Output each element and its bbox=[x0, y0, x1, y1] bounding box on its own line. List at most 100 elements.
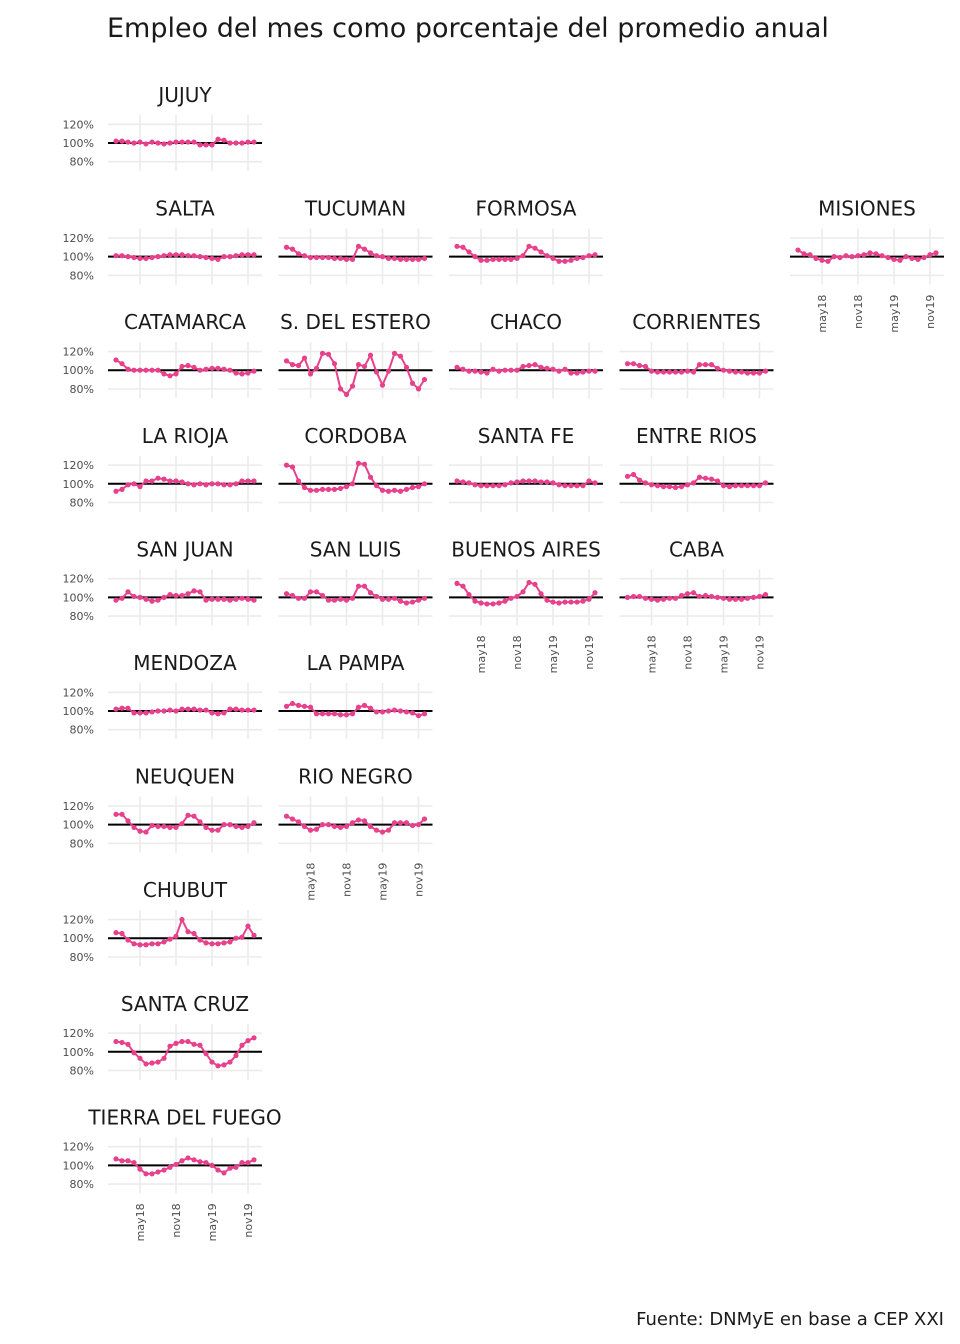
data-point bbox=[690, 369, 697, 375]
data-point bbox=[397, 353, 404, 359]
panel-title: CORDOBA bbox=[304, 424, 406, 448]
y-tick-label: 80% bbox=[70, 837, 94, 850]
data-point bbox=[149, 478, 155, 484]
data-point bbox=[295, 478, 302, 484]
data-point bbox=[586, 478, 592, 484]
data-point bbox=[295, 702, 302, 709]
data-point bbox=[113, 811, 119, 817]
data-point bbox=[379, 596, 386, 602]
data-point bbox=[927, 252, 933, 258]
data-point bbox=[684, 368, 691, 374]
data-point bbox=[403, 820, 410, 826]
data-point bbox=[478, 600, 484, 606]
data-point bbox=[526, 243, 532, 249]
data-point bbox=[421, 255, 428, 262]
x-tick-label: may18 bbox=[816, 295, 829, 333]
data-point bbox=[137, 139, 143, 145]
data-point bbox=[744, 370, 751, 376]
y-tick-label: 120% bbox=[63, 118, 94, 131]
data-point bbox=[119, 1039, 125, 1046]
data-point bbox=[295, 595, 302, 601]
data-point bbox=[307, 589, 314, 595]
data-point bbox=[367, 250, 374, 256]
data-point bbox=[331, 255, 338, 262]
y-tick-label: 80% bbox=[70, 1064, 94, 1077]
data-point bbox=[221, 1170, 227, 1176]
data-point bbox=[221, 710, 227, 716]
data-point bbox=[161, 371, 167, 377]
data-point bbox=[903, 254, 909, 260]
data-point bbox=[295, 251, 302, 257]
data-point bbox=[642, 480, 649, 486]
data-point bbox=[131, 1050, 137, 1056]
data-point bbox=[849, 254, 855, 260]
data-point bbox=[586, 368, 592, 374]
data-point bbox=[538, 249, 544, 255]
data-point bbox=[762, 592, 769, 598]
data-point bbox=[119, 486, 125, 492]
data-point bbox=[586, 253, 592, 259]
data-point bbox=[574, 483, 580, 489]
panel-title: S. DEL ESTERO bbox=[280, 310, 431, 334]
data-point bbox=[215, 365, 221, 371]
panel-title: TIERRA DEL FUEGO bbox=[87, 1105, 281, 1129]
data-point bbox=[355, 817, 362, 823]
panel-title: LA PAMPA bbox=[307, 651, 405, 675]
data-point bbox=[349, 711, 356, 717]
data-point bbox=[149, 254, 155, 261]
data-point bbox=[119, 930, 125, 937]
data-point bbox=[762, 480, 769, 486]
data-point bbox=[295, 362, 302, 369]
data-point bbox=[215, 941, 221, 947]
data-point bbox=[203, 482, 209, 488]
data-point bbox=[379, 487, 386, 493]
data-point bbox=[349, 383, 356, 389]
data-point bbox=[361, 246, 368, 252]
data-point bbox=[289, 246, 296, 252]
data-point bbox=[403, 709, 410, 715]
data-point bbox=[131, 593, 137, 600]
data-point bbox=[825, 258, 831, 264]
data-point bbox=[325, 597, 332, 603]
data-point bbox=[580, 483, 586, 489]
data-point bbox=[409, 484, 416, 491]
data-point bbox=[233, 370, 239, 376]
data-point bbox=[744, 483, 751, 489]
y-tick-label: 80% bbox=[70, 724, 94, 737]
data-point bbox=[289, 816, 296, 822]
data-point bbox=[460, 366, 466, 372]
data-point bbox=[233, 1164, 239, 1170]
data-point bbox=[203, 597, 209, 603]
data-point bbox=[337, 596, 344, 602]
data-point bbox=[391, 487, 398, 493]
y-tick-label: 80% bbox=[70, 951, 94, 964]
data-point bbox=[385, 488, 392, 494]
data-point bbox=[409, 599, 416, 605]
data-point bbox=[233, 481, 239, 487]
data-point bbox=[203, 1051, 209, 1057]
data-point bbox=[113, 138, 119, 144]
data-point bbox=[131, 710, 137, 716]
data-point bbox=[251, 478, 257, 484]
data-point bbox=[191, 139, 197, 145]
data-point bbox=[532, 362, 538, 368]
y-tick-label: 120% bbox=[63, 800, 94, 813]
data-point bbox=[283, 358, 290, 364]
x-tick-label: nov19 bbox=[924, 295, 937, 329]
data-point bbox=[379, 382, 386, 388]
data-point bbox=[325, 351, 332, 357]
data-point bbox=[209, 365, 215, 371]
data-point bbox=[484, 370, 490, 376]
data-point bbox=[203, 366, 209, 372]
data-point bbox=[592, 252, 598, 258]
data-point bbox=[185, 1155, 191, 1161]
data-point bbox=[415, 713, 422, 719]
data-point bbox=[239, 707, 245, 713]
data-point bbox=[532, 478, 538, 484]
data-point bbox=[119, 1158, 125, 1164]
data-point bbox=[319, 592, 326, 599]
data-point bbox=[562, 599, 568, 605]
data-point bbox=[568, 483, 574, 489]
x-tick-label: nov19 bbox=[583, 635, 596, 669]
data-point bbox=[197, 1042, 203, 1048]
